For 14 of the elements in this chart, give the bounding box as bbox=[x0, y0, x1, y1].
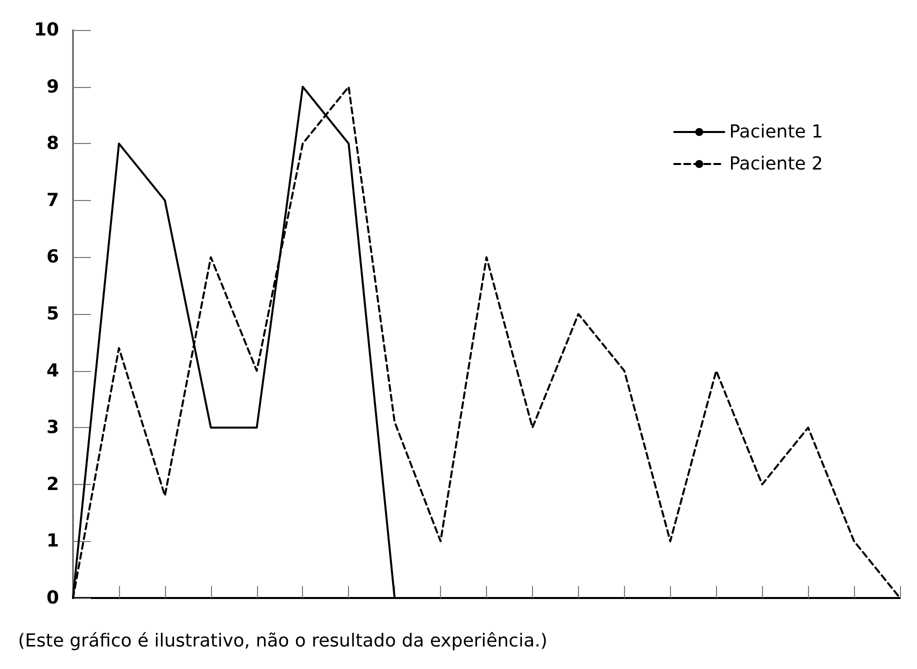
legend-label: Paciente 1 bbox=[729, 122, 824, 142]
y-tick-label: 7 bbox=[46, 190, 59, 211]
y-tick-label: 1 bbox=[46, 530, 59, 552]
y-tick-label: 3 bbox=[46, 417, 59, 438]
y-tick-label: 0 bbox=[46, 588, 59, 608]
y-tick-label: 2 bbox=[46, 474, 59, 495]
y-tick-label: 10 bbox=[34, 20, 59, 40]
text: (Este gráfico é ilustrativo, não o resultado da experiência.) bbox=[18, 630, 548, 652]
y-tick-label: 8 bbox=[46, 133, 59, 154]
y-tick-label: 4 bbox=[46, 360, 59, 382]
legend-label: Paciente 2 bbox=[729, 154, 824, 174]
y-tick-label: 5 bbox=[46, 304, 59, 324]
y-tick-label: 6 bbox=[46, 246, 59, 268]
y-tick-label: 9 bbox=[46, 76, 59, 98]
